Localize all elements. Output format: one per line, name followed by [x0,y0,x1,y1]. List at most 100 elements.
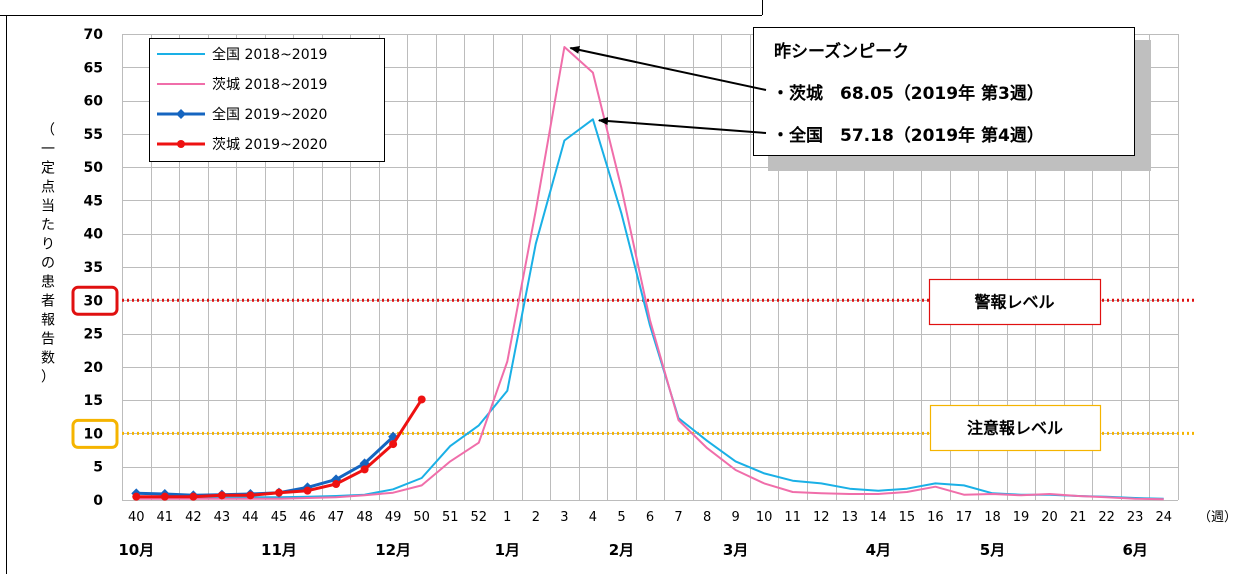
y-tick-label: 5 [93,460,103,476]
month-labels: 10月 11月 12月 1月 2月 3月 4月 5月 6月 [118,541,1148,559]
x-tick-label: 51 [442,510,459,525]
series-line [136,435,395,497]
series-point [303,486,312,495]
series-point [132,492,141,501]
callout-line-zenkoku: ・全国 57.18（2019年 第4週） [772,125,1044,146]
x-tick-label: 52 [470,510,487,525]
x-tick-label: 9 [731,510,739,525]
y-tick-label: 65 [84,60,103,76]
x-tick-label: 43 [214,510,231,525]
x-tick-label: 2 [532,510,540,525]
x-tick-label: 41 [157,510,174,525]
x-tick-label: 15 [899,510,916,525]
series-point [189,492,198,501]
y-axis-label: （一定点当たりの患者報告数） [41,123,55,386]
y-tick-label: 45 [84,193,103,209]
y-tick-label: 40 [84,227,104,243]
series-point [417,395,426,404]
series-point [332,480,341,489]
x-tick-label: 7 [674,510,682,525]
reference-label: 注意報レベル [967,419,1063,438]
y-tick-label: 70 [84,27,104,43]
y-tick-label: 30 [84,293,104,309]
y-tick-label: 15 [84,393,103,409]
peak-callout: 昨シーズンピーク ・茨城 68.05（2019年 第3週） ・全国 57.18（… [569,27,1151,171]
series-point [246,491,255,500]
month-label: 3月 [723,541,748,559]
y-tick-label: 20 [84,360,104,376]
x-tick-label: 45 [271,510,288,525]
x-tick-label: 6 [646,510,654,525]
x-tick-label: 5 [617,510,625,525]
legend-label: 茨城 2019~2020 [212,137,327,153]
reference-label-box [929,404,1102,452]
month-label: 6月 [1122,541,1147,559]
y-tick-label: 10 [84,426,104,442]
legend-box [149,38,385,162]
month-label: 10月 [118,541,154,559]
y-tick-label: 35 [84,260,103,276]
y-highlight-box [71,285,119,316]
x-tick-label: 14 [870,510,887,525]
x-tick-label: 18 [984,510,1001,525]
x-tick-label: 48 [356,510,373,525]
x-tick-labels: 40 41 42 43 44 45 46 47 48 49 50 51 52 1 2 3 4 5 6 7 8 9 10 11 1… [128,510,1172,525]
x-tick-label: 16 [927,510,944,525]
callout-title: 昨シーズンピーク [774,41,909,62]
legend: 全国 2018~2019 茨城 2018~2019 全国 2019~2020 茨城 2… [149,38,385,162]
y-tick-label: 55 [84,127,103,143]
month-label: 12月 [375,541,411,559]
callout-line-ibaraki: ・茨城 68.05（2019年 第3週） [772,83,1044,104]
month-label: 4月 [866,541,891,559]
y-tick-label: 60 [84,94,104,110]
x-tick-label: 8 [703,510,711,525]
callout-box [753,27,1135,156]
legend-label: 茨城 2018~2019 [212,77,327,93]
legend-label: 全国 2018~2019 [212,46,327,63]
x-tick-label: 3 [560,510,568,525]
x-tick-label: 46 [299,510,316,525]
y-tick-label: 25 [84,327,103,343]
y-highlight-box [71,418,119,449]
x-tick-label: 12 [813,510,830,525]
x-tick-label: 22 [1098,510,1115,525]
reference-label: 警報レベル [973,293,1054,312]
x-tick-label: 24 [1155,510,1172,525]
legend-marker [176,109,186,119]
x-tick-label: 10 [756,510,773,525]
y-tick-label: 0 [93,493,103,509]
x-tick-label: 19 [1013,510,1030,525]
x-tick-label: 4 [589,510,597,525]
x-tick-label: 13 [842,510,859,525]
series-point [360,465,369,474]
series-point [389,440,398,449]
series-lines [131,46,1164,501]
callout-arrow [569,45,767,91]
x-tick-label: 42 [185,510,202,525]
x-tick-label: 40 [128,510,145,525]
x-tick-label: 47 [328,510,345,525]
series-point [274,488,283,497]
y-tick-labels: 0 5 10 15 20 25 30 35 40 45 50 55 60 65 70 [84,27,104,509]
x-tick-label: 23 [1127,510,1144,525]
x-tick-label: 17 [956,510,973,525]
y-tick-label: 50 [84,160,104,176]
x-tick-label: 49 [385,510,402,525]
month-label: 5月 [980,541,1005,559]
x-tick-label: 50 [413,510,430,525]
x-tick-label: 44 [242,510,259,525]
y-highlights [71,285,119,449]
month-label: 1月 [495,541,520,559]
month-label: 2月 [609,541,634,559]
x-tick-label: 1 [503,510,511,525]
x-tick-label: 20 [1041,510,1058,525]
series-point [160,492,169,501]
reference-label-box [928,278,1102,326]
series-line [136,46,1164,501]
legend-marker [177,140,185,148]
x-tick-label: 11 [784,510,801,525]
x-unit-label: （週） [1198,510,1234,525]
month-label: 11月 [261,541,297,559]
